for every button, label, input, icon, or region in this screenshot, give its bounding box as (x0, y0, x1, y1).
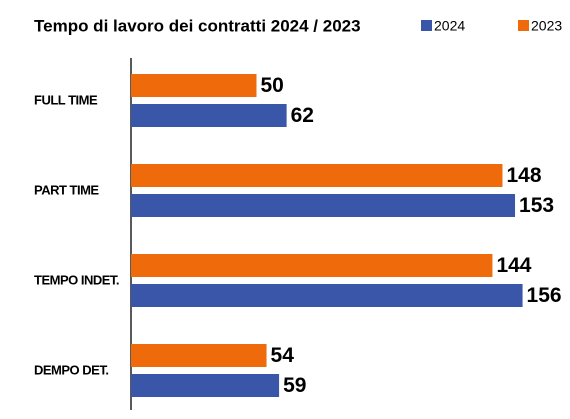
chart-title: Tempo di lavoro dei contratti 2024 / 202… (34, 16, 361, 35)
legend-swatch (518, 20, 529, 31)
data-label: 54 (271, 344, 295, 367)
category-label: DEMPO DET. (34, 362, 108, 377)
category-label: FULL TIME (34, 92, 98, 107)
bar (131, 74, 257, 97)
bar (131, 344, 267, 367)
category-label: TEMPO INDET. (34, 272, 119, 287)
bar (131, 164, 503, 187)
bar (131, 104, 287, 127)
data-label: 144 (496, 254, 531, 277)
bar (131, 374, 280, 397)
legend-label: 2023 (531, 18, 562, 34)
bar (131, 284, 523, 307)
bar (131, 254, 493, 277)
data-label: 156 (527, 284, 562, 307)
data-label: 50 (261, 74, 284, 97)
legend-swatch (421, 20, 432, 31)
data-label: 62 (291, 104, 314, 127)
bar (131, 194, 516, 217)
legend-label: 2024 (434, 18, 465, 34)
category-label: PART TIME (34, 182, 99, 197)
data-label: 153 (519, 194, 554, 217)
data-label: 59 (283, 374, 306, 397)
data-label: 148 (506, 164, 541, 187)
